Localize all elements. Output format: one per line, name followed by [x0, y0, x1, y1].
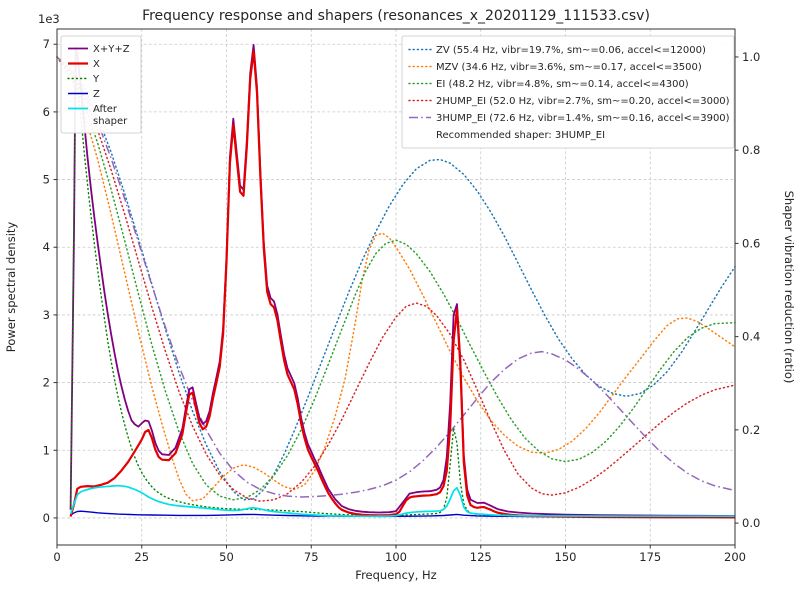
x-tick-label: 150 [555, 550, 577, 564]
series-z [70, 510, 736, 518]
y-right-tick-label: 0.6 [742, 236, 760, 250]
y-left-tick-label: 5 [43, 173, 50, 187]
legend-label-2hump_ei: 2HUMP_EI (52.0 Hz, vibr=2.7%, sm~=0.20, … [436, 96, 730, 107]
series-2hump_ei [56, 56, 736, 502]
y-right-tick-label: 0.0 [742, 516, 760, 530]
y-right-tick-label: 1.0 [742, 50, 760, 64]
legend-label-y: Y [92, 74, 100, 85]
x-tick-label: 0 [53, 550, 60, 564]
legend-label-mzv: MZV (34.6 Hz, vibr=3.6%, sm~=0.17, accel… [436, 62, 702, 73]
tick-labels: 0 25 50 75 100 125 150 175 200 0 1 2 3 4 5 6 7 0.0 0.2 0.4 0… [43, 37, 761, 564]
legend-label-zv: ZV (55.4 Hz, vibr=19.7%, sm~=0.06, accel… [436, 45, 706, 56]
series-zv [56, 56, 736, 501]
x-tick-label: 125 [470, 550, 492, 564]
legend-shapers: ZV (55.4 Hz, vibr=19.7%, sm~=0.06, accel… [401, 35, 735, 149]
y-left-tick-label: 7 [43, 37, 50, 51]
legend-label-ei: EI (48.2 Hz, vibr=4.8%, sm~=0.14, accel<… [436, 79, 689, 90]
chart-plot-area: 0 25 50 75 100 125 150 175 200 0 1 2 3 4 5 6 7 0.0 0.2 0.4 0… [43, 28, 761, 564]
series-after_shaper [69, 484, 735, 518]
chart-title: Frequency response and shapers (resonanc… [142, 8, 650, 24]
y-left-tick-label: 0 [43, 511, 50, 525]
x-tick-label: 50 [219, 550, 234, 564]
y-right-axis-label: Shaper vibration reduction (ratio) [782, 191, 796, 384]
series-ei [56, 56, 736, 501]
x-tick-label: 100 [385, 550, 407, 564]
legend-shapers-box [401, 35, 735, 149]
x-tick-label: 200 [724, 550, 746, 564]
x-tick-label: 75 [304, 550, 319, 564]
legend-label-after_shaper: shaper [93, 116, 128, 127]
series-mzv [56, 56, 736, 502]
y-left-tick-label: 3 [43, 308, 50, 322]
legend-label-xyz: X+Y+Z [93, 44, 130, 55]
y-left-tick-label: 1 [43, 443, 50, 457]
y-left-tick-label: 6 [43, 105, 50, 119]
series-3hump_ei [56, 56, 736, 498]
y-left-offset-label: 1e3 [38, 12, 60, 26]
x-axis-label: Frequency, Hz [355, 568, 436, 582]
legend-label-x: X [93, 59, 100, 70]
legend-label-3hump_ei: 3HUMP_EI (72.6 Hz, vibr=1.4%, sm~=0.16, … [436, 113, 730, 124]
y-right-tick-label: 0.2 [742, 423, 760, 437]
y-left-tick-label: 4 [43, 240, 50, 254]
legend-label-z: Z [93, 89, 100, 100]
tick-marks [53, 43, 739, 549]
x-tick-label: 175 [639, 550, 661, 564]
y-right-tick-label: 0.8 [742, 143, 760, 157]
x-tick-label: 25 [134, 550, 149, 564]
y-left-axis-label: Power spectral density [4, 222, 18, 353]
series-x [69, 49, 736, 519]
y-left-tick-label: 2 [43, 376, 50, 390]
y-right-tick-label: 0.4 [742, 330, 760, 344]
legend-recommended-note: Recommended shaper: 3HUMP_EI [436, 130, 605, 141]
legend-label-after_shaper: After [93, 104, 118, 115]
